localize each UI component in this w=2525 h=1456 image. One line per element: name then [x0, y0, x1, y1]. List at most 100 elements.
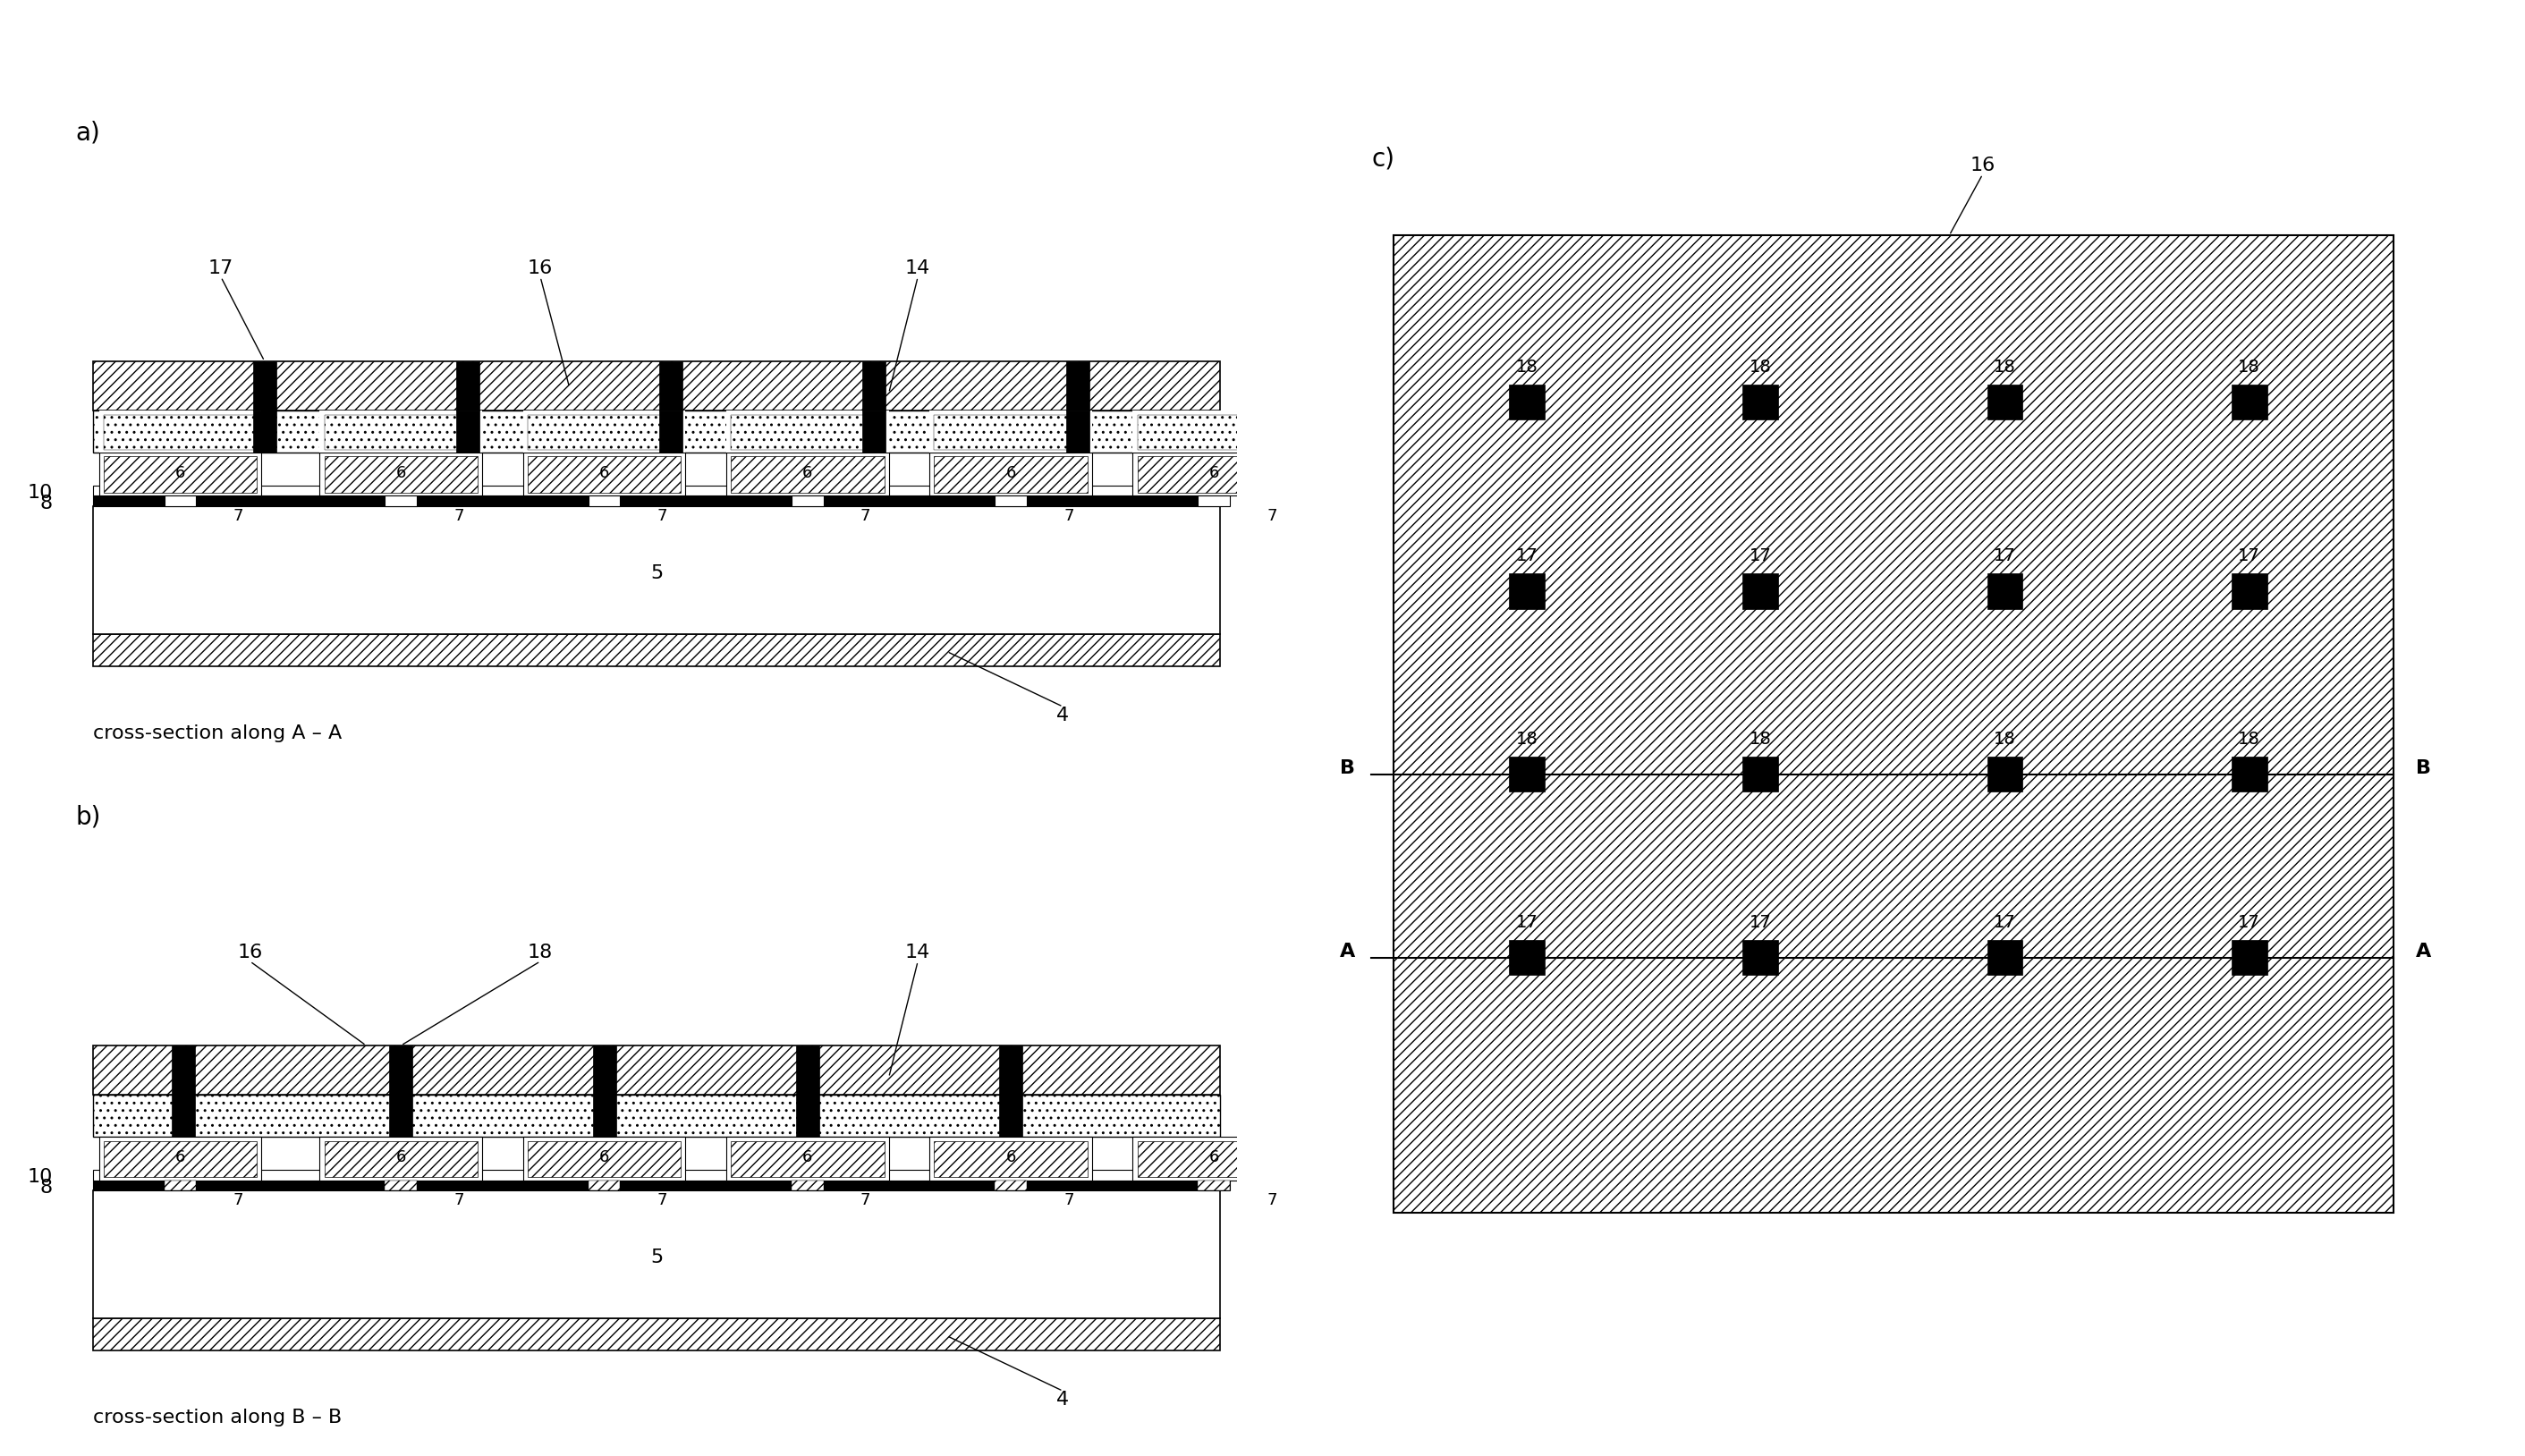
Bar: [864, 361, 886, 411]
Bar: [588, 496, 621, 507]
Bar: [93, 1095, 1220, 1137]
Bar: [164, 1181, 197, 1191]
Bar: [790, 1181, 823, 1191]
Bar: [93, 1169, 1220, 1181]
Bar: [172, 1045, 194, 1095]
Bar: [727, 1137, 889, 1181]
Text: 7: 7: [656, 1192, 667, 1208]
Bar: [1742, 756, 1778, 792]
Bar: [1136, 1142, 1290, 1178]
Text: a): a): [76, 121, 101, 146]
Text: 18: 18: [1515, 358, 1538, 376]
Text: 18: 18: [2237, 731, 2260, 747]
Text: 7: 7: [1063, 1192, 1073, 1208]
Bar: [1510, 939, 1545, 976]
Text: 7: 7: [454, 508, 465, 524]
Bar: [593, 1045, 616, 1095]
Bar: [1134, 411, 1295, 453]
Text: 7: 7: [1268, 1192, 1278, 1208]
Text: 18: 18: [1515, 731, 1538, 747]
Bar: [790, 496, 823, 507]
Text: 18: 18: [1995, 358, 2015, 376]
Bar: [929, 411, 1091, 453]
Bar: [730, 1142, 884, 1178]
Bar: [104, 415, 258, 450]
Text: 18: 18: [2237, 358, 2260, 376]
Text: 17: 17: [1995, 914, 2015, 930]
Text: 4: 4: [1055, 706, 1071, 725]
Bar: [93, 1181, 1220, 1191]
Bar: [164, 496, 197, 507]
Bar: [929, 1137, 1091, 1181]
Text: b): b): [76, 805, 101, 830]
Text: 10: 10: [28, 483, 53, 502]
Bar: [1066, 411, 1088, 453]
Text: cross-section along A – A: cross-section along A – A: [93, 724, 341, 743]
Bar: [588, 1181, 621, 1191]
Text: 6: 6: [1209, 1150, 1220, 1166]
Bar: [93, 507, 1220, 635]
Text: 18: 18: [1750, 731, 1773, 747]
Bar: [995, 1181, 1028, 1191]
Text: B: B: [2416, 760, 2432, 778]
Bar: [98, 1137, 263, 1181]
Bar: [730, 456, 884, 494]
Bar: [1000, 1095, 1023, 1137]
Bar: [1987, 574, 2023, 609]
Bar: [1197, 496, 1230, 507]
Bar: [104, 1142, 258, 1178]
Text: A: A: [1338, 943, 1356, 961]
Bar: [93, 485, 1220, 496]
Bar: [1136, 415, 1290, 450]
Bar: [172, 1095, 194, 1137]
Bar: [593, 1095, 616, 1137]
Bar: [1066, 361, 1088, 411]
Text: 6: 6: [396, 466, 407, 482]
Bar: [1000, 1045, 1023, 1095]
Bar: [727, 453, 889, 496]
Bar: [321, 411, 482, 453]
Bar: [93, 1045, 1220, 1095]
Text: 14: 14: [904, 943, 932, 961]
Bar: [864, 411, 886, 453]
Bar: [2232, 939, 2267, 976]
Bar: [1742, 939, 1778, 976]
Bar: [93, 361, 1220, 411]
Text: c): c): [1371, 147, 1394, 172]
Bar: [1987, 939, 2023, 976]
Bar: [2232, 574, 2267, 609]
Text: 7: 7: [454, 1192, 465, 1208]
Bar: [253, 361, 275, 411]
Text: 18: 18: [528, 943, 553, 961]
Bar: [523, 453, 684, 496]
Text: 17: 17: [1515, 547, 1538, 565]
Bar: [528, 456, 682, 494]
Bar: [1134, 1137, 1295, 1181]
Text: cross-section along B – B: cross-section along B – B: [93, 1408, 341, 1427]
Text: 6: 6: [1209, 466, 1220, 482]
Bar: [1197, 1181, 1230, 1191]
Bar: [1136, 456, 1290, 494]
Bar: [1987, 756, 2023, 792]
Bar: [934, 415, 1088, 450]
Bar: [934, 1142, 1088, 1178]
Text: 6: 6: [396, 1150, 407, 1166]
Bar: [93, 411, 1220, 453]
Text: 5: 5: [649, 1248, 664, 1267]
Bar: [1197, 1181, 1230, 1191]
Text: 16: 16: [237, 943, 263, 961]
Text: 8: 8: [40, 1179, 53, 1197]
Text: 7: 7: [861, 508, 871, 524]
Text: 5: 5: [649, 563, 664, 582]
Bar: [457, 411, 480, 453]
Bar: [528, 415, 682, 450]
Bar: [384, 1181, 417, 1191]
Bar: [795, 1045, 818, 1095]
Bar: [790, 1181, 823, 1191]
Bar: [1134, 453, 1295, 496]
Bar: [323, 456, 477, 494]
Bar: [321, 453, 482, 496]
Text: 4: 4: [1055, 1390, 1071, 1409]
Text: 16: 16: [528, 259, 553, 277]
Text: 6: 6: [598, 466, 609, 482]
